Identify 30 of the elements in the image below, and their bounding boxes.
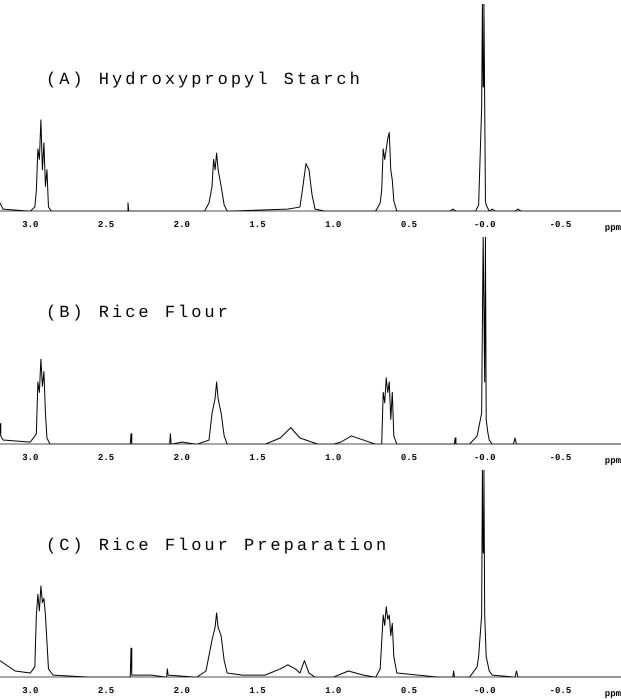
x-tick-label: 2.0 bbox=[174, 686, 190, 696]
x-tick-label: 3.0 bbox=[22, 686, 38, 696]
x-tick-label: 0.5 bbox=[400, 220, 418, 230]
x-tick-label: 2.0 bbox=[174, 220, 190, 230]
x-tick-label: 1.0 bbox=[325, 686, 342, 696]
x-axis-title: ppm bbox=[604, 456, 621, 466]
x-tick-label: 1.5 bbox=[249, 220, 266, 230]
x-tick-label: 1.0 bbox=[325, 452, 342, 463]
text: (C) Rice Flour Preparation bbox=[46, 537, 390, 556]
x-tick-label: 0.5 bbox=[400, 686, 418, 696]
x-tick-label: 2.0 bbox=[174, 452, 190, 463]
text: (B) Rice Flour bbox=[46, 304, 231, 323]
x-tick-label: -0.5 bbox=[550, 220, 572, 230]
x-tick-label: 1.5 bbox=[249, 686, 266, 696]
x-tick-label: 3.0 bbox=[22, 452, 38, 463]
x-tick-label: 2.5 bbox=[98, 686, 114, 696]
x-tick-label: -0.0 bbox=[474, 452, 496, 463]
x-tick-label: 0.5 bbox=[400, 452, 418, 463]
x-tick-label: 2.5 bbox=[98, 452, 114, 463]
x-axis-title: ppm bbox=[604, 688, 621, 699]
x-tick-label: 1.5 bbox=[249, 452, 266, 463]
x-tick-label: -0.0 bbox=[474, 220, 496, 230]
x-tick-label: -0.5 bbox=[550, 686, 572, 696]
x-tick-label: -0.0 bbox=[474, 686, 496, 696]
text: (A) Hydroxypropyl Starch bbox=[46, 71, 363, 90]
x-tick-label: -0.5 bbox=[550, 452, 572, 463]
x-tick-label: 2.5 bbox=[98, 220, 114, 230]
x-tick-label: 1.0 bbox=[325, 220, 342, 230]
x-tick-label: 3.0 bbox=[22, 220, 38, 230]
x-axis-title: ppm bbox=[604, 222, 621, 233]
